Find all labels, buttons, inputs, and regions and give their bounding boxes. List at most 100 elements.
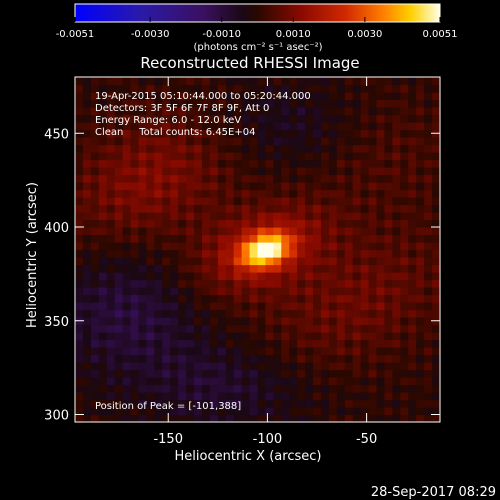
heatmap-cell [297,99,306,108]
heatmap-cell [289,197,298,206]
heatmap-cell [178,399,187,408]
heatmap-cell [265,144,274,153]
heatmap-cell [313,84,322,93]
heatmap-cell [360,264,370,273]
heatmap-cell [249,189,259,198]
heatmap-cell [122,317,132,326]
heatmap-cell [90,84,100,93]
heatmap-cell [368,189,378,198]
heatmap-cell [408,324,417,333]
heatmap-cell [114,317,124,326]
heatmap-cell [336,362,346,371]
heatmap-cell [98,129,108,138]
heatmap-cell [313,362,322,371]
heatmap-cell [146,392,155,401]
heatmap-cell [122,144,132,153]
heatmap-cell [162,84,171,93]
heatmap-cell [400,197,409,206]
heatmap-cell [336,204,346,213]
heatmap-cell [170,414,179,423]
heatmap-cell [201,257,211,266]
heatmap-cell [392,324,401,333]
heatmap-cell [249,347,259,356]
heatmap-cell [233,174,243,183]
heatmap-cell [305,317,314,326]
heatmap-cell [360,92,370,101]
heatmap-cell [114,272,124,281]
heatmap-cell [360,414,370,423]
heatmap-cell [416,114,425,123]
heatmap-cell [336,144,346,153]
heatmap-cell [416,392,425,401]
heatmap-cell [392,392,401,401]
heatmap-cell [201,182,211,191]
heatmap-cell [233,189,243,198]
y-axis-label: Heliocentric Y (arcsec) [25,182,40,328]
heatmap-cell [289,339,298,348]
heatmap-cell [416,317,425,326]
heatmap-cell [114,189,124,198]
heatmap-cell [98,152,108,161]
heatmap-cell [82,114,92,123]
heatmap-cell [328,204,338,213]
heatmap-cell [384,264,393,273]
heatmap-cell [146,234,155,243]
heatmap-cell [289,122,298,131]
heatmap-cell [289,399,298,408]
heatmap-cell [360,362,370,371]
heatmap-cell [162,99,171,108]
heatmap-cell [233,399,243,408]
heatmap-cell [424,114,433,123]
heatmap-cell [305,92,314,101]
heatmap-cell [209,272,219,281]
heatmap-cell [82,369,92,378]
heatmap-cell [313,204,322,213]
heatmap-cell [146,129,155,138]
heatmap-cell [233,107,243,116]
heatmap-cell [344,242,354,251]
heatmap-cell [225,204,235,213]
heatmap-cell [360,242,370,251]
heatmap-cell [344,152,354,161]
heatmap-cell [75,392,84,401]
heatmap-cell [336,354,346,363]
heatmap-cell [114,197,124,206]
heatmap-cell [154,302,163,311]
colorbar-tick-label: 0.0030 [347,29,382,40]
heatmap-cell [257,107,267,116]
heatmap-cell [225,99,235,108]
heatmap-cell [114,362,124,371]
heatmap-cell [297,137,306,146]
heatmap-cell [106,369,116,378]
heatmap-cell [82,129,92,138]
heatmap-cell [376,242,386,251]
heatmap-cell [201,129,211,138]
heatmap-cell [273,369,282,378]
heatmap-cell [289,362,298,371]
heatmap-cell [138,377,148,386]
heatmap-cell [225,242,235,251]
heatmap-cell [320,384,330,393]
heatmap-cell [360,339,370,348]
heatmap-cell [273,204,282,213]
heatmap-cell [265,107,274,116]
heatmap-cell [432,167,441,176]
heatmap-cell [408,84,417,93]
heatmap-cell [194,92,203,101]
heatmap-cell [209,354,219,363]
heatmap-cell [400,339,409,348]
heatmap-cell [384,137,393,146]
heatmap-cell [313,167,322,176]
heatmap-cell [352,384,362,393]
heatmap-cell [98,122,108,131]
heatmap-cell [249,324,259,333]
heatmap-cell [130,92,140,101]
heatmap-cell [225,279,235,288]
heatmap-cell [138,99,148,108]
heatmap-cell [281,144,290,153]
heatmap-cell [138,189,148,198]
heatmap-cell [162,302,171,311]
heatmap-cell [154,414,163,423]
heatmap-cell [138,257,148,266]
heatmap-cell [233,129,243,138]
